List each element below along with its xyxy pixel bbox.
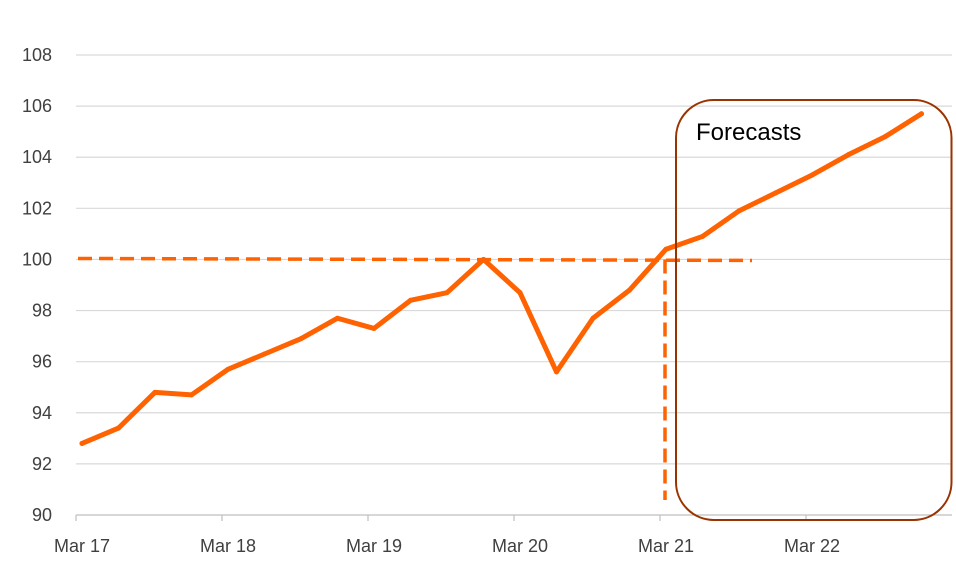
forecast-label: Forecasts bbox=[696, 119, 801, 146]
y-tick-label: 102 bbox=[22, 198, 52, 218]
y-tick-label: 104 bbox=[22, 147, 52, 167]
y-tick-label: 100 bbox=[22, 249, 52, 269]
data-point bbox=[335, 315, 340, 321]
data-point bbox=[371, 325, 377, 331]
y-tick-label: 96 bbox=[32, 352, 52, 372]
data-point bbox=[408, 297, 413, 303]
annotations: Forecasts bbox=[675, 99, 953, 521]
forecast-box bbox=[675, 99, 953, 521]
data-point bbox=[554, 369, 559, 375]
y-tick-label: 92 bbox=[32, 454, 52, 474]
data-point bbox=[225, 366, 231, 372]
y-tick-label: 90 bbox=[32, 505, 52, 525]
reference-line-horizontal bbox=[77, 256, 753, 263]
gridlines bbox=[76, 54, 952, 465]
data-point bbox=[444, 290, 450, 296]
data-point bbox=[79, 440, 85, 446]
x-tick-label: Mar 20 bbox=[492, 536, 548, 556]
y-tick-label: 98 bbox=[32, 301, 52, 321]
data-point bbox=[773, 190, 778, 196]
y-tick-label: 108 bbox=[22, 45, 52, 65]
data-point bbox=[517, 290, 523, 296]
data-point bbox=[481, 256, 486, 262]
x-tick-label: Mar 19 bbox=[346, 536, 402, 556]
x-tick-label: Mar 18 bbox=[200, 536, 256, 556]
data-point bbox=[846, 152, 851, 158]
y-tick-label: 106 bbox=[22, 96, 52, 116]
data-point bbox=[663, 246, 669, 252]
data-point bbox=[590, 315, 596, 321]
data-point bbox=[882, 134, 888, 140]
x-tick-label: Mar 17 bbox=[54, 536, 110, 556]
x-tick-label: Mar 22 bbox=[784, 536, 840, 556]
data-point bbox=[298, 336, 304, 342]
series-line bbox=[79, 111, 924, 446]
data-point bbox=[262, 351, 267, 357]
axes: 90 92 94 96 98 100 102 104 106 108 Mar 17 Mar 18 Mar… bbox=[22, 45, 952, 556]
y-tick-label: 94 bbox=[32, 403, 52, 423]
series bbox=[79, 111, 924, 446]
reference-lines bbox=[77, 256, 753, 500]
x-tick-label: Mar 21 bbox=[638, 536, 694, 556]
data-point bbox=[736, 208, 742, 214]
data-point bbox=[116, 425, 121, 431]
data-point bbox=[700, 233, 705, 239]
data-point bbox=[809, 172, 815, 178]
data-point bbox=[627, 287, 632, 293]
data-point bbox=[919, 111, 924, 117]
data-point bbox=[152, 389, 158, 395]
data-point bbox=[189, 392, 194, 398]
